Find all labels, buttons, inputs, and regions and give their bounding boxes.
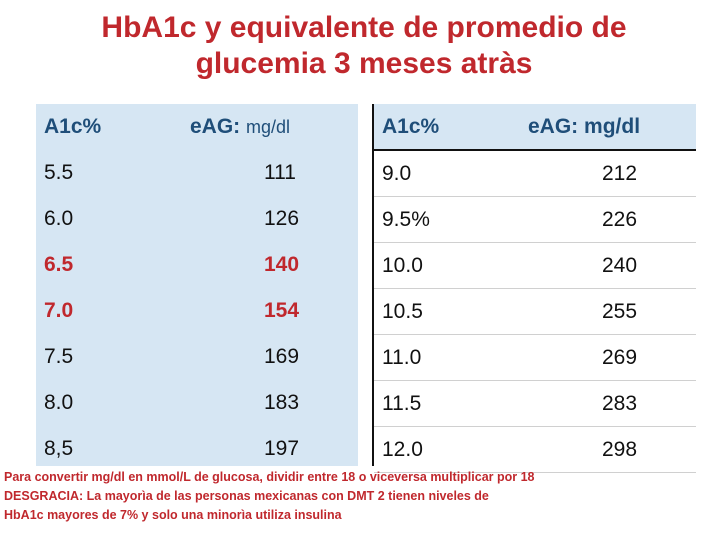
- left-table-row: 6.5 140: [36, 242, 358, 288]
- left-a1c-value: 8.0: [44, 391, 74, 414]
- right-table-row: 11.0 269: [374, 335, 696, 381]
- right-a1c-value: 11.0: [382, 346, 422, 369]
- left-table-row: 8,5 197: [36, 426, 358, 472]
- right-eag-value: 226: [602, 208, 638, 231]
- title-line-2: glucemia 3 meses atràs: [195, 47, 533, 80]
- right-a1c-value: 9.5%: [382, 208, 430, 231]
- left-a1c-value: 5.5: [44, 161, 74, 184]
- right-conversion-table: A1c% eAG: mg/dl 9.0 212 9.5% 226 10.0 240 10.5…: [372, 104, 696, 473]
- right-table-row: 9.0 212: [374, 151, 696, 197]
- left-eag-value: 197: [264, 437, 300, 460]
- left-table-row: 8.0 183: [36, 380, 358, 426]
- right-eag-value: 212: [602, 162, 638, 185]
- right-eag-value: 240: [602, 254, 638, 277]
- right-header-a1c: A1c%: [382, 115, 440, 138]
- right-a1c-value: 10.0: [382, 254, 423, 277]
- left-a1c-value: 7.5: [44, 345, 74, 368]
- right-eag-value: 283: [602, 392, 638, 415]
- left-eag-value: 126: [264, 207, 300, 230]
- left-table-row: 7.5 169: [36, 334, 358, 380]
- right-header-eag: eAG: mg/dl: [528, 115, 641, 138]
- left-header-a1c: A1c%: [44, 115, 102, 138]
- left-a1c-value: 7.0: [44, 299, 74, 322]
- left-table-row: 5.5 111: [36, 150, 358, 196]
- right-table-header: A1c% eAG: mg/dl: [374, 104, 696, 151]
- left-eag-value: 111: [264, 161, 296, 184]
- right-table-row: 10.5 255: [374, 289, 696, 335]
- left-header-eag: eAG: mg/dl: [190, 115, 291, 138]
- right-table-row: 10.0 240: [374, 243, 696, 289]
- note-insulina: HbA1c mayores de 7% y solo una minorìa u…: [4, 508, 342, 522]
- left-eag-value: 183: [264, 391, 300, 414]
- left-conversion-table: A1c% eAG: mg/dl 5.5 111 6.0 126 6.5 140 7.0 154…: [36, 104, 358, 466]
- note-conversion: Para convertir mg/dl en mmol/L de glucos…: [4, 470, 535, 484]
- left-eag-value: 154: [264, 299, 300, 322]
- right-eag-value: 298: [602, 438, 638, 461]
- right-a1c-value: 10.5: [382, 300, 423, 323]
- title-line-1: HbA1c y equivalente de promedio de: [101, 11, 627, 44]
- right-eag-value: 269: [602, 346, 638, 369]
- right-table-row: 11.5 283: [374, 381, 696, 427]
- note-desgracia: DESGRACIA: La mayorìa de las personas me…: [4, 489, 489, 503]
- slide-title: HbA1c y equivalente de promedio de gluce…: [0, 10, 728, 82]
- right-a1c-value: 11.5: [382, 392, 422, 415]
- left-table-row: 6.0 126: [36, 196, 358, 242]
- left-a1c-value: 6.0: [44, 207, 74, 230]
- left-eag-value: 140: [264, 253, 300, 276]
- left-a1c-value: 8,5: [44, 437, 74, 460]
- left-a1c-value: 6.5: [44, 253, 74, 276]
- left-eag-value: 169: [264, 345, 300, 368]
- right-a1c-value: 9.0: [382, 162, 412, 185]
- left-table-header: A1c% eAG: mg/dl: [36, 104, 358, 150]
- right-a1c-value: 12.0: [382, 438, 423, 461]
- right-table-row: 9.5% 226: [374, 197, 696, 243]
- right-eag-value: 255: [602, 300, 638, 323]
- right-table-row: 12.0 298: [374, 427, 696, 473]
- left-table-row: 7.0 154: [36, 288, 358, 334]
